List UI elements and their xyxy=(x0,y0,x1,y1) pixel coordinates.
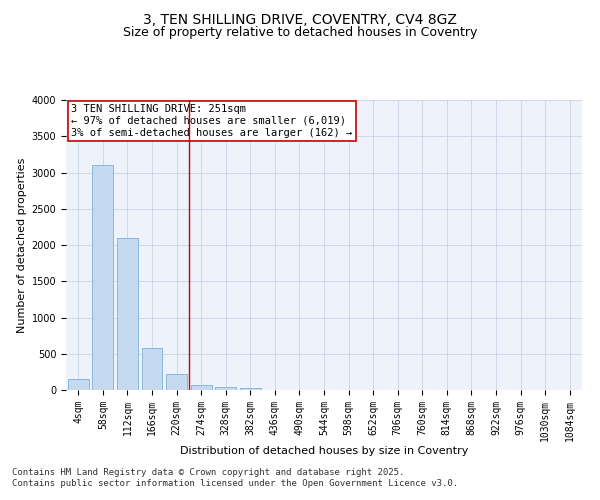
Bar xyxy=(92,166,113,390)
X-axis label: Distribution of detached houses by size in Coventry: Distribution of detached houses by size … xyxy=(180,446,468,456)
Bar xyxy=(215,386,236,390)
Text: 3, TEN SHILLING DRIVE, COVENTRY, CV4 8GZ: 3, TEN SHILLING DRIVE, COVENTRY, CV4 8GZ xyxy=(143,12,457,26)
Bar xyxy=(240,388,261,390)
Bar xyxy=(191,384,212,390)
Bar xyxy=(166,374,187,390)
Bar xyxy=(117,238,138,390)
Bar xyxy=(68,380,89,390)
Text: Size of property relative to detached houses in Coventry: Size of property relative to detached ho… xyxy=(123,26,477,39)
Bar xyxy=(142,348,163,390)
Text: Contains HM Land Registry data © Crown copyright and database right 2025.
Contai: Contains HM Land Registry data © Crown c… xyxy=(12,468,458,487)
Text: 3 TEN SHILLING DRIVE: 251sqm
← 97% of detached houses are smaller (6,019)
3% of : 3 TEN SHILLING DRIVE: 251sqm ← 97% of de… xyxy=(71,104,352,138)
Y-axis label: Number of detached properties: Number of detached properties xyxy=(17,158,28,332)
